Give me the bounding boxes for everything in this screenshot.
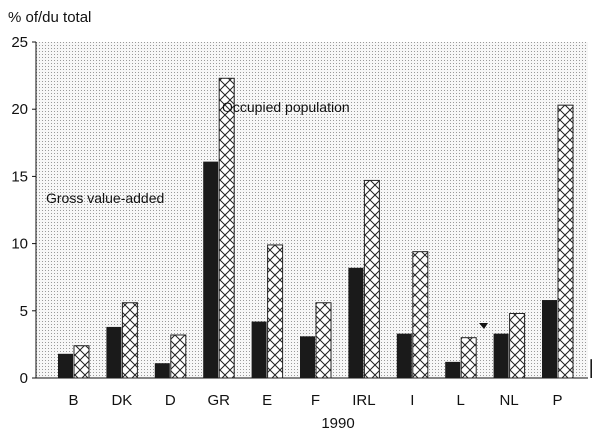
bar-gross-value-added: [154, 363, 170, 378]
x-tick-label: P: [552, 392, 562, 409]
bar-occupied-population: [557, 104, 574, 379]
y-tick-label: 20: [11, 101, 28, 118]
y-ticks: 0 5 10 15 20 25: [11, 34, 36, 387]
x-tick-label: IRL: [352, 392, 375, 409]
annotation-gross-value-added: Gross value-added: [46, 190, 164, 206]
bar-gross-value-added: [445, 361, 461, 378]
y-tick-label: 5: [20, 303, 28, 320]
bar-occupied-population: [170, 334, 187, 379]
y-tick-label: 15: [11, 168, 28, 185]
bar-occupied-population: [267, 244, 284, 379]
x-tick-label: L: [457, 392, 465, 409]
bar-gross-value-added: [300, 336, 315, 378]
bar-gross-value-added: [493, 333, 509, 378]
x-tick-label: NL: [500, 392, 519, 409]
bar-gross-value-added: [590, 359, 592, 378]
y-tick-label: 10: [11, 236, 28, 253]
bar-occupied-population: [218, 77, 235, 379]
bar-occupied-population: [73, 345, 90, 379]
x-tick-labels: BDKDGREFIRLILNLPUK: [68, 392, 562, 409]
x-tick-label: E: [262, 392, 272, 409]
bar-occupied-population: [315, 302, 332, 379]
bar-gross-value-added: [348, 267, 364, 378]
bar-occupied-population: [412, 251, 429, 379]
bar-gross-value-added: [106, 326, 122, 378]
annotation-occupied-population: Occupied population: [222, 99, 350, 115]
x-tick-label: GR: [207, 392, 230, 409]
bars: [58, 77, 592, 379]
year-label: 1990: [321, 415, 354, 432]
bar-occupied-population: [121, 302, 138, 379]
x-tick-label: D: [165, 392, 176, 409]
y-tick-label: 25: [11, 34, 28, 51]
bar-occupied-population: [460, 337, 477, 379]
bar-gross-value-added: [251, 321, 267, 378]
bar-occupied-population: [509, 312, 526, 379]
x-tick-label: F: [311, 392, 320, 409]
x-tick-label: DK: [111, 392, 132, 409]
arrow-marker-icon: [479, 323, 488, 329]
bar-occupied-population: [363, 179, 380, 379]
x-tick-label: B: [68, 392, 78, 409]
bar-gross-value-added: [58, 353, 73, 378]
bar-gross-value-added: [542, 300, 557, 378]
bar-gross-value-added: [203, 161, 219, 378]
y-axis-title: % of/du total: [8, 9, 91, 26]
y-tick-label: 0: [20, 370, 28, 387]
bar-gross-value-added: [396, 333, 412, 378]
x-tick-label: I: [410, 392, 414, 409]
